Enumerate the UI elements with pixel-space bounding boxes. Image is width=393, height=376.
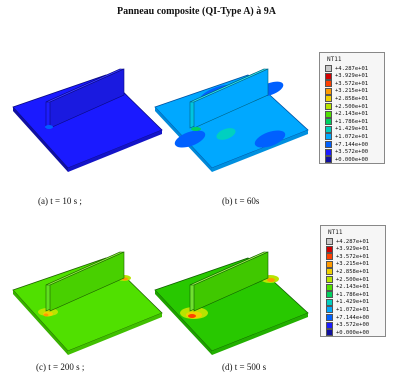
legend-entry: +3.572e+01	[325, 80, 369, 88]
legend-value: +7.144e+00	[336, 314, 370, 321]
legend-entry: +4.287e+01	[326, 238, 369, 245]
legend-entry: +7.144e+00	[325, 141, 368, 148]
legend-value: +2.143e+01	[336, 284, 370, 291]
legend-top-title: NT11	[327, 56, 342, 63]
legend-value: +2.500e+01	[335, 103, 369, 110]
legend-entry: +3.215e+01	[325, 87, 369, 95]
panel-d-plate	[154, 251, 309, 355]
legend-value: +3.572e+01	[336, 253, 370, 260]
legend-swatch	[326, 253, 333, 261]
legend-swatch	[325, 65, 332, 72]
legend-entry: +1.786e+01	[325, 118, 369, 126]
legend-swatch	[326, 260, 333, 268]
legend-entry: +0.000e+00	[325, 156, 369, 164]
legend-value: +2.858e+01	[336, 268, 370, 275]
legend-entry: +3.572e+00	[326, 321, 370, 329]
legend-swatch	[325, 125, 332, 133]
legend-entry: +3.215e+01	[326, 260, 370, 268]
legend-value: +4.287e+01	[335, 65, 369, 72]
legend-value: +1.429e+01	[335, 126, 369, 133]
legend-swatch	[326, 245, 333, 253]
legend-swatch	[326, 238, 333, 245]
legend-swatch	[326, 298, 333, 306]
legend-entry: +7.144e+00	[326, 314, 369, 321]
legend-swatch	[325, 80, 332, 88]
legend-value: +1.072e+01	[336, 306, 370, 313]
legend-entry: +2.500e+01	[325, 103, 368, 110]
legend-entry: +1.072e+01	[326, 306, 370, 314]
legend-value: +1.072e+01	[335, 133, 369, 140]
legend-swatch	[325, 103, 332, 110]
legend-value: +3.929e+01	[336, 246, 370, 253]
legend-entry: +1.429e+01	[325, 125, 369, 133]
legend-value: +2.500e+01	[336, 276, 370, 283]
legend-entry: +2.858e+01	[326, 268, 370, 276]
legend-swatch	[325, 156, 332, 164]
caption-c: (c) t = 200 s ;	[36, 362, 85, 372]
legend-swatch	[326, 268, 333, 276]
panel-a-plate	[12, 68, 163, 172]
legend-entry: +1.786e+01	[326, 291, 370, 299]
legend-entry: +3.929e+01	[326, 245, 370, 253]
legend-swatch	[326, 321, 333, 329]
legend-swatch	[325, 118, 332, 126]
legend-value: +4.287e+01	[336, 238, 370, 245]
legend-top: NT11 +4.287e+01 +3.929e+01 +3.572e+01 +3.21…	[319, 52, 385, 164]
legend-value: +1.786e+01	[336, 291, 370, 298]
legend-value: +1.429e+01	[336, 299, 370, 306]
legend-value: +0.000e+00	[335, 156, 369, 163]
legend-entry: +3.929e+01	[325, 72, 369, 80]
legend-value: +2.858e+01	[335, 95, 369, 102]
legend-entry: +2.858e+01	[325, 95, 369, 103]
legend-value: +3.215e+01	[336, 261, 370, 268]
legend-entry: +3.572e+01	[326, 253, 370, 261]
legend-value: +7.144e+00	[335, 141, 369, 148]
legend-swatch	[325, 110, 332, 118]
legend-value: +0.000e+00	[336, 329, 370, 336]
legend-entry: +0.000e+00	[326, 329, 370, 337]
legend-swatch	[325, 148, 332, 156]
panel-c-plate	[12, 251, 163, 355]
legend-entry: +2.143e+01	[326, 283, 370, 291]
legend-swatch	[325, 87, 332, 95]
caption-b: (b) t = 60s	[222, 196, 260, 206]
legend-swatch	[326, 314, 333, 321]
legend-value: +3.929e+01	[335, 73, 369, 80]
caption-a: (a) t = 10 s ;	[38, 196, 82, 206]
legend-swatch	[326, 291, 333, 299]
legend-swatch	[326, 283, 333, 291]
legend-value: +3.572e+01	[335, 80, 369, 87]
legend-value: +3.572e+00	[336, 322, 370, 329]
legend-value: +1.786e+01	[335, 118, 369, 125]
legend-value: +3.572e+00	[335, 149, 369, 156]
legend-bottom-title: NT11	[328, 229, 343, 236]
panel-b-plate	[154, 68, 309, 172]
legend-bottom: NT11 +4.287e+01 +3.929e+01 +3.572e+01 +3.21…	[320, 225, 386, 337]
legend-swatch	[325, 95, 332, 103]
legend-entry: +1.429e+01	[326, 298, 370, 306]
legend-entry: +1.072e+01	[325, 133, 369, 141]
legend-entry: +2.500e+01	[326, 276, 369, 283]
figure-title: Panneau composite (QI-Type A) à 9A	[117, 6, 276, 17]
legend-swatch	[326, 276, 333, 283]
legend-swatch	[325, 133, 332, 141]
legend-entry: +4.287e+01	[325, 65, 368, 72]
legend-value: +3.215e+01	[335, 88, 369, 95]
legend-value: +2.143e+01	[335, 111, 369, 118]
caption-d: (d) t = 500 s	[222, 362, 267, 372]
legend-entry: +2.143e+01	[325, 110, 369, 118]
legend-swatch	[326, 329, 333, 337]
legend-entry: +3.572e+00	[325, 148, 369, 156]
legend-swatch	[325, 72, 332, 80]
legend-swatch	[325, 141, 332, 148]
legend-swatch	[326, 306, 333, 314]
